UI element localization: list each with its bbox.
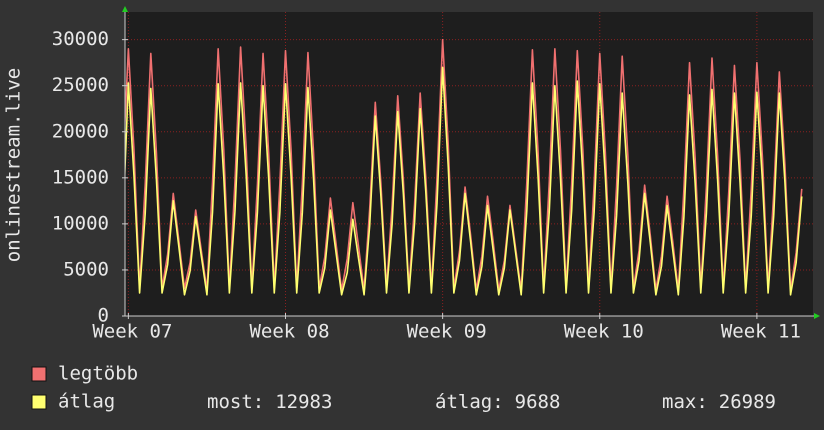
legend-label: átlag xyxy=(58,391,115,413)
y-tick-label: 0 xyxy=(98,305,109,327)
stat: átlag: 9688 xyxy=(435,391,560,413)
stat-value: 12983 xyxy=(275,391,332,413)
x-tick-label: Week 10 xyxy=(564,321,644,343)
x-arrow xyxy=(814,313,820,319)
axes xyxy=(122,6,820,319)
legend-swatch xyxy=(31,366,47,382)
y-tick-label: 30000 xyxy=(52,28,109,50)
stat-label: most: xyxy=(207,391,264,413)
x-tick-label: Week 11 xyxy=(721,321,801,343)
legend-label: legtöbb xyxy=(58,363,138,385)
stat-value: 26989 xyxy=(719,391,776,413)
stat: most: 12983 xyxy=(207,391,332,413)
y-tick-label: 15000 xyxy=(52,166,109,188)
stat-value: 9688 xyxy=(515,391,561,413)
y-arrow xyxy=(122,6,128,12)
x-tick-label: Week 09 xyxy=(407,321,487,343)
y-tick-label: 10000 xyxy=(52,212,109,234)
legend-swatch xyxy=(31,394,47,410)
stat-label: max: xyxy=(662,391,708,413)
y-tick-label: 25000 xyxy=(52,74,109,96)
x-tick-label: Week 07 xyxy=(92,321,172,343)
series-line xyxy=(125,66,803,296)
y-axis-label: onlinestream.live xyxy=(3,68,25,262)
y-tick-label: 5000 xyxy=(63,258,109,280)
lines xyxy=(125,38,803,296)
legend: legtöbb átlag most: 12983 átlag: 9688 max: 2698… xyxy=(31,363,776,413)
stat-label: átlag: xyxy=(435,391,504,413)
y-tick-label: 20000 xyxy=(52,120,109,142)
stat: max: 26989 xyxy=(662,391,776,413)
x-tick-label: Week 08 xyxy=(249,321,329,343)
